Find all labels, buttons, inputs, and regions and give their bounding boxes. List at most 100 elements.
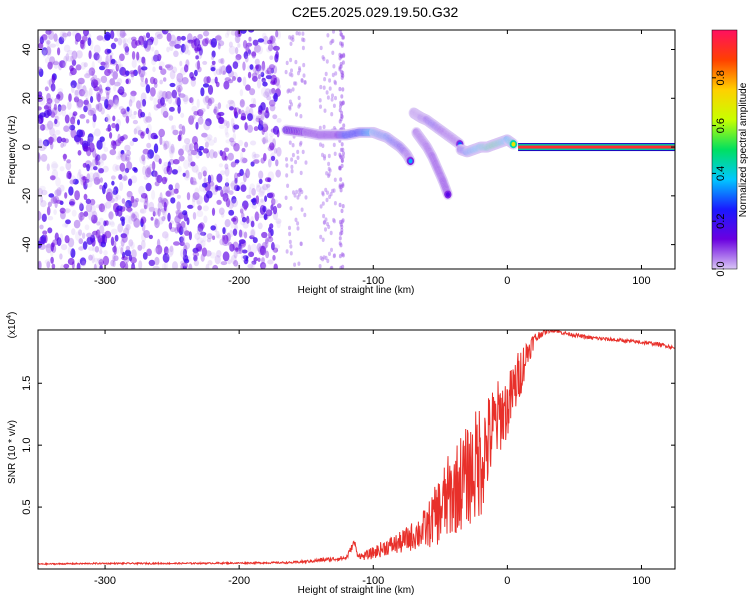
noise-dot [145,165,150,172]
noise-dot [222,70,226,75]
noise-dot [98,203,105,210]
noise-dot [189,97,194,104]
noise-dot [202,83,210,88]
noise-dot [57,104,62,112]
noise-dot [191,198,196,208]
noise-dot [197,60,200,70]
noise-dot [220,57,225,65]
noise-dot [129,70,136,75]
noise-dot [118,174,123,180]
noise-dot [177,165,182,173]
noise-dot [115,164,121,171]
noise-dot [99,136,105,143]
noise-dot [260,71,265,78]
noise-dot [205,263,210,269]
noise-dot [205,190,213,199]
noise-dot [141,71,147,76]
noise-dot [66,55,74,62]
noise-dot [97,102,103,113]
noise-dot [57,88,64,94]
noise-dot [136,51,140,61]
noise-dot [203,76,209,84]
noise-dot [183,44,189,55]
noise-dot [116,64,122,71]
stripe-dot [338,166,342,171]
noise-dot [264,177,271,183]
noise-dot [210,55,215,60]
noise-dot [203,121,211,131]
noise-dot [79,39,85,49]
noise-dot [64,192,68,199]
stripe-dot [340,224,344,229]
noise-dot [43,140,48,150]
noise-dot [225,177,229,186]
noise-dot [131,249,137,259]
noise-dot [119,181,124,191]
noise-dot [238,239,246,245]
noise-dot [250,229,255,238]
noise-dot [177,86,181,97]
noise-dot [102,165,109,173]
stripe-dot [327,153,331,159]
noise-dot [239,89,244,97]
noise-dot [142,60,146,67]
noise-dot [166,64,174,71]
noise-dot [100,61,106,66]
noise-dot [114,97,119,106]
stripe-dot [302,37,306,43]
stripe-dot [342,151,345,156]
noise-dot [239,208,244,214]
noise-dot [77,119,80,126]
noise-dot [61,31,67,42]
noise-dot [271,87,276,94]
noise-dot [257,123,264,131]
noise-dot [218,58,224,64]
noise-dot [166,63,173,70]
noise-dot [40,195,44,203]
noise-dot [85,180,93,188]
noise-dot [159,136,163,146]
noise-dot [64,235,70,244]
stripe-dot [301,149,305,155]
noise-dot [58,36,65,45]
noise-dot [112,260,116,268]
stripe-dot [341,73,345,79]
noise-dot [238,242,242,252]
noise-dot [230,254,237,265]
noise-dot [206,134,213,141]
noise-dot [96,140,103,150]
noise-dot [146,142,152,149]
noise-dot [195,169,200,175]
noise-dot [100,107,105,115]
noise-dot [250,220,255,228]
noise-dot [215,186,223,191]
noise-dot [213,265,217,269]
noise-dot [113,81,121,87]
noise-dot [143,115,149,124]
noise-dot [162,110,169,118]
stripe-dot [331,50,335,55]
noise-dot [38,66,42,72]
noise-dot [184,64,189,73]
noise-dot [252,72,258,79]
noise-dot [59,253,63,260]
noise-dot [249,235,255,240]
noise-dot [68,186,74,196]
noise-dot [60,104,67,111]
noise-dot [261,231,268,239]
noise-dot [262,183,269,191]
noise-dot [123,43,129,50]
noise-dot [38,152,41,162]
noise-dot [106,91,110,100]
stripe-dot [322,124,326,130]
noise-dot [201,132,208,138]
stripe-dot [288,105,292,110]
noise-dot [183,96,189,105]
noise-dot [61,107,66,117]
noise-dot [174,182,180,191]
noise-dot [90,204,96,214]
snr-x-tick-label-3: 0 [504,575,510,587]
noise-dot [270,155,276,161]
noise-dot [154,217,159,225]
